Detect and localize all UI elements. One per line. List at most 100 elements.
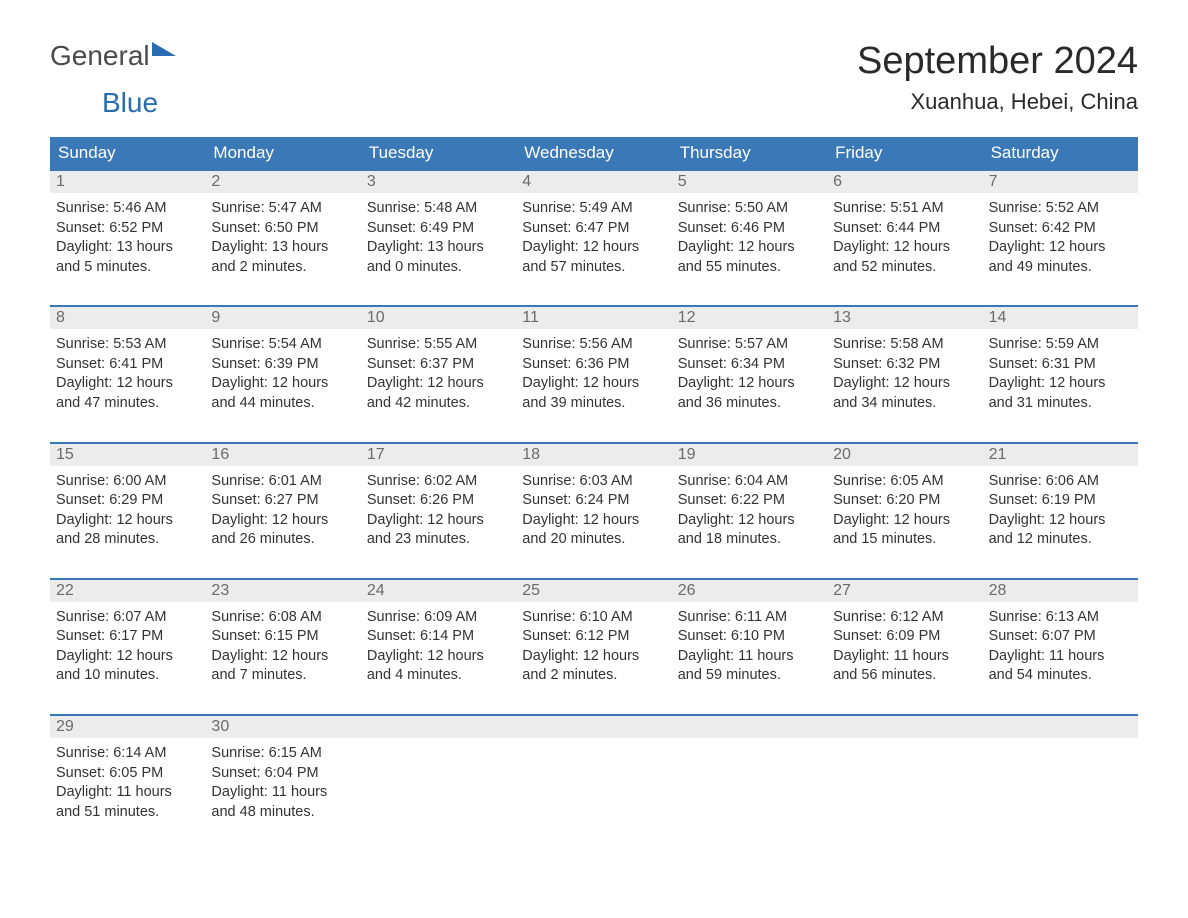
- day-number: 29: [50, 716, 205, 738]
- day-sunrise: Sunrise: 5:58 AM: [833, 335, 976, 355]
- week-row: 1Sunrise: 5:46 AMSunset: 6:52 PMDaylight…: [50, 169, 1138, 287]
- day-sunrise: Sunrise: 6:05 AM: [833, 472, 976, 492]
- day-body: Sunrise: 6:04 AMSunset: 6:22 PMDaylight:…: [672, 466, 827, 560]
- day-number: 23: [205, 580, 360, 602]
- day-number: [983, 716, 1138, 738]
- day-daylight1: Daylight: 12 hours: [833, 238, 976, 258]
- day-daylight1: Daylight: 12 hours: [56, 647, 199, 667]
- day-sunset: Sunset: 6:34 PM: [678, 355, 821, 375]
- day-cell: 22Sunrise: 6:07 AMSunset: 6:17 PMDayligh…: [50, 580, 205, 696]
- day-body: Sunrise: 5:57 AMSunset: 6:34 PMDaylight:…: [672, 329, 827, 423]
- day-daylight1: Daylight: 12 hours: [522, 647, 665, 667]
- day-sunset: Sunset: 6:26 PM: [367, 491, 510, 511]
- day-daylight2: and 7 minutes.: [211, 666, 354, 686]
- day-daylight2: and 12 minutes.: [989, 530, 1132, 550]
- day-number: 3: [361, 171, 516, 193]
- day-daylight2: and 20 minutes.: [522, 530, 665, 550]
- day-number: 1: [50, 171, 205, 193]
- day-body: Sunrise: 5:47 AMSunset: 6:50 PMDaylight:…: [205, 193, 360, 287]
- day-daylight2: and 54 minutes.: [989, 666, 1132, 686]
- day-cell: 13Sunrise: 5:58 AMSunset: 6:32 PMDayligh…: [827, 307, 982, 423]
- day-cell: 23Sunrise: 6:08 AMSunset: 6:15 PMDayligh…: [205, 580, 360, 696]
- day-cell: 10Sunrise: 5:55 AMSunset: 6:37 PMDayligh…: [361, 307, 516, 423]
- day-sunrise: Sunrise: 5:53 AM: [56, 335, 199, 355]
- day-body: Sunrise: 6:03 AMSunset: 6:24 PMDaylight:…: [516, 466, 671, 560]
- day-daylight2: and 0 minutes.: [367, 258, 510, 278]
- day-body: Sunrise: 6:11 AMSunset: 6:10 PMDaylight:…: [672, 602, 827, 696]
- day-daylight1: Daylight: 12 hours: [989, 238, 1132, 258]
- day-cell: 6Sunrise: 5:51 AMSunset: 6:44 PMDaylight…: [827, 171, 982, 287]
- day-sunset: Sunset: 6:27 PM: [211, 491, 354, 511]
- day-daylight1: Daylight: 11 hours: [56, 783, 199, 803]
- day-cell: 11Sunrise: 5:56 AMSunset: 6:36 PMDayligh…: [516, 307, 671, 423]
- day-daylight2: and 18 minutes.: [678, 530, 821, 550]
- day-body: Sunrise: 6:12 AMSunset: 6:09 PMDaylight:…: [827, 602, 982, 696]
- day-sunset: Sunset: 6:42 PM: [989, 219, 1132, 239]
- day-daylight2: and 57 minutes.: [522, 258, 665, 278]
- day-daylight1: Daylight: 13 hours: [211, 238, 354, 258]
- day-daylight1: Daylight: 12 hours: [678, 238, 821, 258]
- day-body: Sunrise: 6:05 AMSunset: 6:20 PMDaylight:…: [827, 466, 982, 560]
- day-cell: 5Sunrise: 5:50 AMSunset: 6:46 PMDaylight…: [672, 171, 827, 287]
- day-sunset: Sunset: 6:12 PM: [522, 627, 665, 647]
- day-body: Sunrise: 5:51 AMSunset: 6:44 PMDaylight:…: [827, 193, 982, 287]
- day-number: 22: [50, 580, 205, 602]
- day-body: Sunrise: 6:01 AMSunset: 6:27 PMDaylight:…: [205, 466, 360, 560]
- day-body: Sunrise: 6:06 AMSunset: 6:19 PMDaylight:…: [983, 466, 1138, 560]
- day-daylight1: Daylight: 13 hours: [56, 238, 199, 258]
- day-number: 10: [361, 307, 516, 329]
- day-number: 19: [672, 444, 827, 466]
- day-sunset: Sunset: 6:14 PM: [367, 627, 510, 647]
- day-number: 18: [516, 444, 671, 466]
- day-cell: 16Sunrise: 6:01 AMSunset: 6:27 PMDayligh…: [205, 444, 360, 560]
- day-daylight1: Daylight: 12 hours: [989, 374, 1132, 394]
- day-sunrise: Sunrise: 5:55 AM: [367, 335, 510, 355]
- day-sunrise: Sunrise: 6:08 AM: [211, 608, 354, 628]
- day-daylight2: and 39 minutes.: [522, 394, 665, 414]
- day-sunset: Sunset: 6:50 PM: [211, 219, 354, 239]
- day-daylight2: and 42 minutes.: [367, 394, 510, 414]
- day-body: Sunrise: 5:54 AMSunset: 6:39 PMDaylight:…: [205, 329, 360, 423]
- weekday-friday: Friday: [827, 137, 982, 169]
- weekday-saturday: Saturday: [983, 137, 1138, 169]
- day-daylight2: and 2 minutes.: [522, 666, 665, 686]
- weekday-tuesday: Tuesday: [361, 137, 516, 169]
- day-daylight2: and 47 minutes.: [56, 394, 199, 414]
- calendar: Sunday Monday Tuesday Wednesday Thursday…: [50, 137, 1138, 832]
- day-sunrise: Sunrise: 6:06 AM: [989, 472, 1132, 492]
- day-cell: 1Sunrise: 5:46 AMSunset: 6:52 PMDaylight…: [50, 171, 205, 287]
- day-cell: 25Sunrise: 6:10 AMSunset: 6:12 PMDayligh…: [516, 580, 671, 696]
- day-sunrise: Sunrise: 6:09 AM: [367, 608, 510, 628]
- day-body: Sunrise: 6:08 AMSunset: 6:15 PMDaylight:…: [205, 602, 360, 696]
- day-daylight1: Daylight: 12 hours: [367, 374, 510, 394]
- location: Xuanhua, Hebei, China: [857, 89, 1138, 115]
- day-number: [361, 716, 516, 738]
- day-sunrise: Sunrise: 6:03 AM: [522, 472, 665, 492]
- day-sunrise: Sunrise: 5:48 AM: [367, 199, 510, 219]
- day-cell: 24Sunrise: 6:09 AMSunset: 6:14 PMDayligh…: [361, 580, 516, 696]
- day-body: Sunrise: 6:13 AMSunset: 6:07 PMDaylight:…: [983, 602, 1138, 696]
- day-daylight2: and 34 minutes.: [833, 394, 976, 414]
- day-sunset: Sunset: 6:29 PM: [56, 491, 199, 511]
- day-daylight1: Daylight: 12 hours: [522, 511, 665, 531]
- day-cell: 15Sunrise: 6:00 AMSunset: 6:29 PMDayligh…: [50, 444, 205, 560]
- day-daylight1: Daylight: 12 hours: [211, 374, 354, 394]
- day-cell: [827, 716, 982, 832]
- day-body: Sunrise: 5:49 AMSunset: 6:47 PMDaylight:…: [516, 193, 671, 287]
- day-body: Sunrise: 6:02 AMSunset: 6:26 PMDaylight:…: [361, 466, 516, 560]
- day-cell: [983, 716, 1138, 832]
- day-number: 30: [205, 716, 360, 738]
- day-daylight1: Daylight: 13 hours: [367, 238, 510, 258]
- week-row: 22Sunrise: 6:07 AMSunset: 6:17 PMDayligh…: [50, 578, 1138, 696]
- day-daylight2: and 36 minutes.: [678, 394, 821, 414]
- day-cell: 4Sunrise: 5:49 AMSunset: 6:47 PMDaylight…: [516, 171, 671, 287]
- day-sunrise: Sunrise: 5:51 AM: [833, 199, 976, 219]
- weekday-wednesday: Wednesday: [516, 137, 671, 169]
- day-cell: 3Sunrise: 5:48 AMSunset: 6:49 PMDaylight…: [361, 171, 516, 287]
- day-sunset: Sunset: 6:22 PM: [678, 491, 821, 511]
- day-number: 13: [827, 307, 982, 329]
- day-sunset: Sunset: 6:07 PM: [989, 627, 1132, 647]
- day-cell: 19Sunrise: 6:04 AMSunset: 6:22 PMDayligh…: [672, 444, 827, 560]
- day-daylight2: and 59 minutes.: [678, 666, 821, 686]
- day-number: 25: [516, 580, 671, 602]
